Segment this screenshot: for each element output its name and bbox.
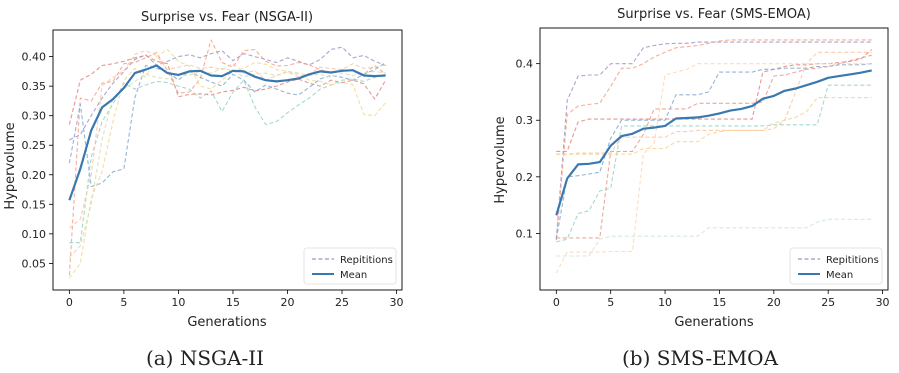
plot-area [555,39,873,274]
figure-caption: (a) NSGA-II [146,346,264,370]
chart-title: Surprise vs. Fear (NSGA-II) [141,10,313,25]
plot-area [68,39,387,279]
x-axis-label: Generations [187,315,267,330]
legend-label-mean: Mean [340,270,367,281]
y-tick-label: 0.20 [22,169,47,182]
x-tick-label: 25 [335,296,349,309]
repetition-series-line [68,54,387,125]
repetition-series-line [556,218,872,257]
x-tick-label: 20 [280,296,294,309]
legend-label-repetitions: Repititions [826,255,879,266]
repetition-series-line [68,48,387,279]
mean-series-line [68,64,386,201]
x-axis-label: Generations [674,315,754,330]
y-tick-label: 0.35 [22,80,47,93]
chart-panel-sms-emoa: Surprise vs. Fear (SMS-EMOA) Generations… [493,7,890,370]
x-tick-label: 10 [658,296,672,309]
chart-panel-nsga2: Surprise vs. Fear (NSGA-II) Generations … [3,10,404,370]
mean-series-line [555,69,872,216]
plot-frame [539,27,889,291]
y-tick-label: 0.05 [22,257,47,270]
y-tick-label: 0.30 [22,110,47,123]
x-tick-label: 20 [767,296,781,309]
repetition-series-line [555,39,872,241]
y-axis-label: Hypervolume [493,116,508,203]
legend-label-mean: Mean [826,270,853,281]
x-tick-label: 10 [171,296,185,309]
y-tick-label: 0.1 [516,227,534,240]
x-tick-label: 30 [876,296,890,309]
y-tick-label: 0.25 [22,139,47,152]
repetition-series-line [68,62,386,188]
repetition-series-line [556,54,872,239]
x-tick-label: 15 [712,296,726,309]
x-tick-label: 30 [390,296,404,309]
y-axis-label: Hypervolume [3,122,18,209]
figure-caption: (b) SMS-EMOA [622,346,779,370]
y-tick-label: 0.40 [22,51,47,64]
repetition-series-line [555,63,872,240]
legend-label-repetitions: Repititions [340,255,393,266]
y-tick-label: 0.3 [516,114,534,127]
repetition-series-line [69,46,386,141]
y-tick-label: 0.2 [516,171,534,184]
repetition-series-line [556,51,872,155]
repetition-series-line [69,50,386,229]
x-tick-label: 5 [607,296,614,309]
x-tick-label: 5 [120,296,127,309]
y-tick-label: 0.10 [22,228,47,241]
repetition-series-line [556,84,872,243]
plot-frame [52,29,403,291]
repetition-series-line [556,97,872,155]
repetition-series-line [555,63,872,274]
repetition-series-line [68,39,386,276]
x-tick-label: 25 [821,296,835,309]
repetition-series-line [69,74,386,244]
x-tick-label: 0 [553,296,560,309]
y-tick-label: 0.4 [516,58,534,71]
y-tick-label: 0.15 [22,198,47,211]
chart-title: Surprise vs. Fear (SMS-EMOA) [617,7,811,22]
repetition-series-line [556,49,873,152]
x-tick-label: 0 [66,296,73,309]
x-tick-label: 15 [226,296,240,309]
